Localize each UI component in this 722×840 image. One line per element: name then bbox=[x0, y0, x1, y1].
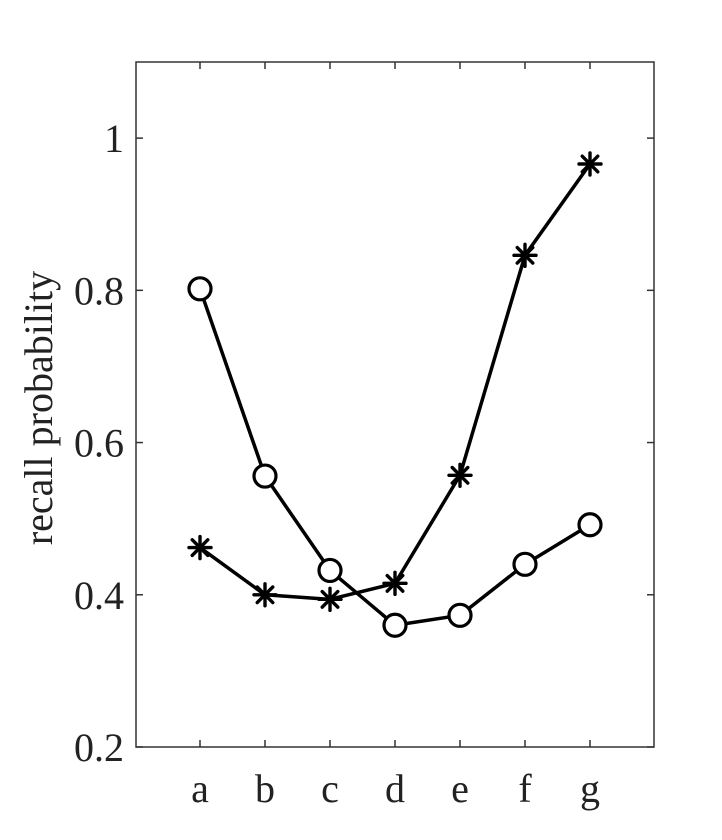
circle-point bbox=[577, 512, 603, 538]
circle-point bbox=[512, 551, 538, 577]
asterisk-stroke bbox=[515, 245, 535, 265]
y-tick-label: 0.4 bbox=[74, 573, 124, 618]
asterisk-series-line bbox=[198, 162, 592, 602]
asterisk-point bbox=[187, 534, 213, 561]
x-tick-label: d bbox=[385, 766, 405, 811]
asterisk-point bbox=[252, 582, 278, 608]
asterisk-point bbox=[382, 570, 408, 597]
y-axis: 0.2 0.4 0.6 0.8 1 bbox=[74, 116, 654, 770]
y-tick-label: 0.2 bbox=[74, 725, 124, 770]
circle-point bbox=[252, 463, 278, 489]
x-tick-label: f bbox=[518, 766, 532, 811]
asterisk-point bbox=[447, 462, 473, 488]
asterisk-stroke bbox=[580, 154, 600, 174]
circle-point bbox=[317, 557, 343, 584]
plot-area-frame bbox=[135, 61, 655, 748]
circle-point bbox=[187, 276, 213, 302]
y-axis-title: recall probability bbox=[16, 271, 61, 545]
asterisk-stroke bbox=[450, 465, 470, 485]
asterisk-point bbox=[512, 242, 538, 269]
x-tick-label: b bbox=[255, 766, 275, 811]
x-axis: a b c d e f g bbox=[191, 62, 600, 811]
asterisk-point bbox=[577, 151, 603, 177]
x-tick-label: g bbox=[580, 766, 600, 811]
y-tick-label: 1 bbox=[104, 116, 124, 161]
asterisk-stroke bbox=[320, 589, 340, 609]
asterisk-stroke bbox=[255, 585, 275, 605]
asterisk-stroke bbox=[190, 538, 210, 558]
x-tick-label: a bbox=[191, 766, 209, 811]
y-tick-label: 0.6 bbox=[74, 421, 124, 466]
asterisk-stroke bbox=[385, 573, 405, 593]
x-tick-label: e bbox=[451, 766, 469, 811]
asterisk-point bbox=[317, 586, 343, 613]
circle-point bbox=[382, 612, 408, 638]
series-layer bbox=[187, 151, 603, 638]
y-tick-label: 0.8 bbox=[74, 268, 124, 313]
x-tick-label: c bbox=[321, 766, 339, 811]
circle-point bbox=[447, 602, 473, 628]
